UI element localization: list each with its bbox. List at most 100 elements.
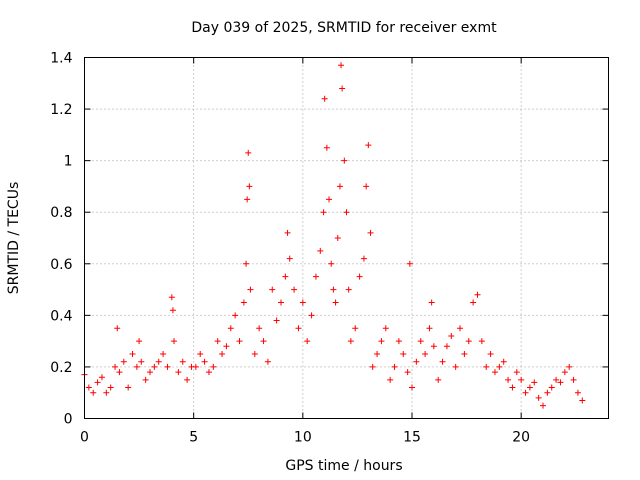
data-point [223, 343, 230, 350]
data-point [136, 338, 143, 345]
data-point [94, 379, 101, 386]
y-tick-labels: 0 0.2 0.4 0.6 0.8 1 1.2 1.4 [50, 51, 72, 428]
x-tick-label: 5 [189, 430, 198, 446]
data-point [251, 351, 258, 358]
data-point [544, 389, 551, 396]
data-point [435, 376, 442, 383]
data-point [540, 402, 546, 409]
data-point [422, 351, 429, 358]
data-point [330, 286, 337, 293]
data-point [360, 255, 367, 262]
data-point [513, 369, 520, 376]
data-point [483, 363, 490, 370]
y-tick-label: 1 [64, 154, 73, 170]
data-point [535, 394, 542, 401]
x-tick-label: 20 [512, 430, 530, 446]
data-point [356, 273, 363, 280]
data-point [232, 312, 239, 319]
data-point [85, 384, 92, 391]
data-point [465, 338, 472, 345]
plot-frame [84, 57, 609, 419]
data-point [273, 317, 280, 324]
data-point [164, 363, 171, 370]
data-point [169, 307, 176, 314]
data-point [138, 358, 145, 365]
data-point [219, 351, 226, 358]
data-point [430, 343, 437, 350]
data-point [487, 351, 494, 358]
data-point [120, 358, 127, 365]
data-point [409, 384, 415, 391]
data-point [98, 374, 105, 381]
data-point [345, 286, 352, 293]
data-point [417, 338, 424, 345]
data-point [365, 142, 372, 149]
data-point [347, 338, 354, 345]
chart-title: Day 039 of 2025, SRMTID for receiver exm… [191, 20, 497, 36]
data-point [439, 358, 446, 365]
data-point [334, 235, 341, 241]
y-tick-label: 0 [64, 412, 73, 428]
data-point [574, 389, 581, 396]
data-point [247, 286, 254, 293]
data-point [336, 183, 343, 190]
data-point [428, 299, 435, 306]
data-point [338, 62, 345, 69]
data-point [171, 338, 178, 345]
data-point [323, 144, 330, 151]
data-point [461, 351, 468, 358]
data-point [326, 196, 333, 203]
data-point [579, 397, 586, 404]
data-point [291, 286, 298, 293]
data-point [286, 255, 293, 262]
x-tick-label: 15 [403, 430, 421, 446]
data-point [264, 358, 271, 365]
data-point [197, 351, 204, 358]
data-point [391, 363, 398, 370]
data-point [352, 325, 359, 332]
data-point [129, 351, 136, 358]
data-point [175, 369, 182, 376]
data-point [151, 363, 158, 370]
data-point [491, 369, 498, 376]
data-point [378, 338, 385, 345]
data-point [90, 389, 97, 396]
data-point [505, 376, 512, 383]
data-point [553, 376, 560, 383]
data-point [369, 363, 376, 370]
y-tick-label: 1.4 [50, 51, 72, 67]
data-point [147, 369, 153, 376]
data-point [269, 286, 276, 293]
ticks [84, 57, 609, 419]
data-point [192, 363, 199, 370]
data-point [278, 299, 284, 306]
data-point [282, 273, 289, 280]
data-point [107, 384, 114, 391]
data-point [443, 343, 450, 350]
data-point [531, 379, 538, 386]
data-point [452, 363, 459, 370]
data-point [299, 299, 306, 306]
data-point [103, 389, 110, 396]
data-point [557, 379, 564, 386]
data-point [304, 338, 311, 345]
data-point [114, 325, 121, 332]
data-point [142, 376, 149, 383]
data-point [125, 384, 132, 391]
data-point [387, 376, 394, 383]
data-point [328, 260, 335, 267]
data-point [518, 376, 525, 383]
data-point [184, 376, 191, 383]
x-axis-label: GPS time / hours [285, 458, 402, 474]
data-point [321, 95, 328, 102]
data-point [474, 291, 481, 298]
data-point [341, 157, 348, 164]
data-point [343, 209, 350, 216]
data-point [332, 299, 339, 306]
data-point [566, 363, 573, 370]
data-point [155, 358, 162, 365]
data-point [260, 338, 267, 345]
data-point [308, 312, 315, 319]
y-axis-label: SRMTID / TECUs [6, 182, 22, 295]
data-point [478, 338, 485, 345]
